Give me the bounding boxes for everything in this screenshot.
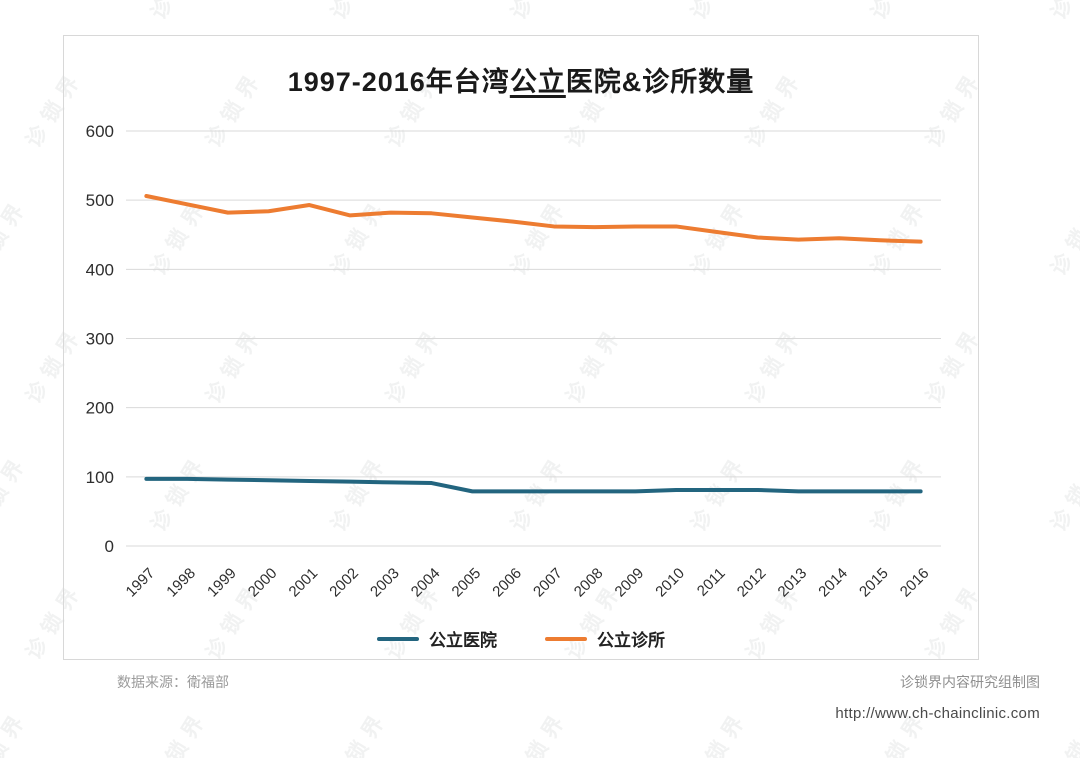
x-tick-label: 1998 xyxy=(163,565,199,601)
watermark-text: 诊锁界 xyxy=(686,705,753,758)
x-tick-label: 1999 xyxy=(204,565,240,601)
watermark-text: 诊锁界 xyxy=(326,705,393,758)
chart-title-prefix: 1997-2016年台湾 xyxy=(287,67,510,97)
legend-item-public-hospitals: 公立医院 xyxy=(377,626,497,651)
watermark-text: 诊锁界 xyxy=(323,0,395,25)
watermark-text: 诊锁界 xyxy=(0,193,33,280)
watermark-text: 诊锁界 xyxy=(1046,193,1080,280)
legend-swatch-public-hospitals xyxy=(377,636,419,641)
series-line-0 xyxy=(144,476,923,494)
x-tick-label: 2013 xyxy=(775,565,811,601)
chart-card: 1997-2016年台湾公立医院&诊所数量 0 100 200 300 400 500 60… xyxy=(63,35,979,660)
series-line-1 xyxy=(144,194,923,244)
y-tick-label: 400 xyxy=(86,260,114,279)
watermark-text: 诊锁界 xyxy=(1043,0,1080,25)
watermark-text: 诊锁界 xyxy=(146,705,213,758)
y-tick-label: 300 xyxy=(86,330,114,349)
x-tick-label: 2011 xyxy=(694,565,729,600)
y-tick-label: 200 xyxy=(86,399,114,418)
x-tick-label: 2014 xyxy=(815,565,851,601)
x-tick-label: 2004 xyxy=(408,565,444,601)
x-tick-label: 2015 xyxy=(856,565,892,601)
x-tick-label: 2010 xyxy=(652,565,688,601)
x-tick-label: 2000 xyxy=(245,565,281,601)
x-tick-label: 2006 xyxy=(489,565,525,601)
x-tick-label: 2007 xyxy=(530,565,566,601)
x-tick-label: 2008 xyxy=(571,565,607,601)
watermark-text: 诊锁界 xyxy=(1046,449,1080,536)
x-tick-label: 1997 xyxy=(123,565,159,601)
x-tick-label: 2012 xyxy=(734,565,770,601)
data-source-note: 数据来源：衛福部 xyxy=(117,674,229,690)
watermark-text: 诊锁界 xyxy=(0,449,33,536)
x-tick-label: 2016 xyxy=(897,565,933,601)
x-tick-label: 2003 xyxy=(367,565,403,601)
y-tick-label: 500 xyxy=(86,191,114,210)
legend-label-public-clinics: 公立诊所 xyxy=(597,631,665,650)
watermark-text: 诊锁界 xyxy=(863,0,935,25)
y-tick-label: 100 xyxy=(86,468,114,487)
watermark-text: 诊锁界 xyxy=(503,0,575,25)
website-url: http://www.ch-chainclinic.com xyxy=(835,705,1040,722)
y-tick-label: 0 xyxy=(105,537,114,556)
chart-title: 1997-2016年台湾公立医院&诊所数量 xyxy=(64,60,978,99)
y-tick-label: 600 xyxy=(86,122,114,141)
watermark-text: 诊锁界 xyxy=(0,705,33,758)
chart-title-suffix: 医院&诊所数量 xyxy=(565,67,755,97)
credit-note: 诊锁界内容研究组制图 xyxy=(900,674,1040,690)
x-tick-label: 2002 xyxy=(326,565,362,601)
chart-title-underlined: 公立 xyxy=(509,67,566,97)
chart-legend: 公立医院 公立诊所 xyxy=(64,626,978,651)
watermark-text: 诊锁界 xyxy=(143,0,215,25)
x-tick-label: 2009 xyxy=(612,565,648,601)
legend-swatch-public-clinics xyxy=(545,636,587,641)
x-tick-label: 2005 xyxy=(449,565,485,601)
watermark-text: 诊锁界 xyxy=(683,0,755,25)
legend-label-public-hospitals: 公立医院 xyxy=(429,631,497,650)
x-tick-label: 2001 xyxy=(286,565,322,601)
watermark-text: 诊锁界 xyxy=(1046,705,1080,758)
watermark-text: 诊锁界 xyxy=(506,705,573,758)
legend-item-public-clinics: 公立诊所 xyxy=(545,626,665,651)
watermark-text: 诊锁界 xyxy=(0,0,34,25)
